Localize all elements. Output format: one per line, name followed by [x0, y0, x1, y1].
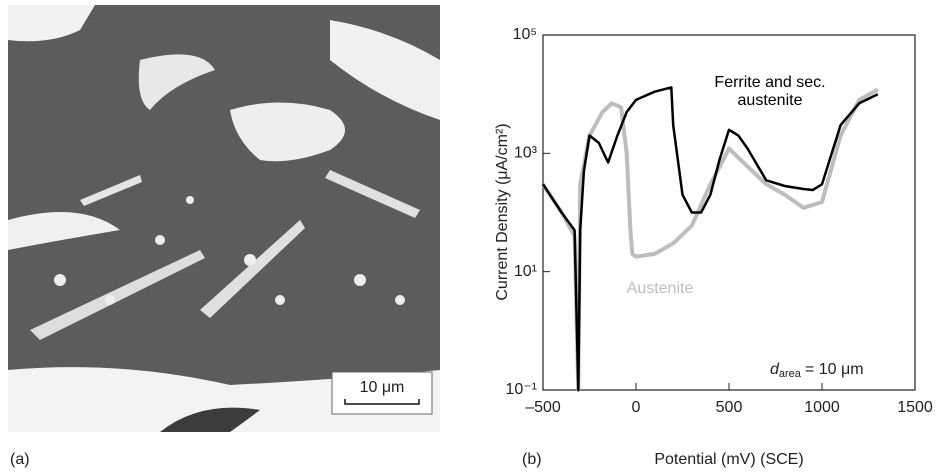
x-tick-label: 1000 — [804, 399, 840, 416]
series-label: Ferrite and sec. austenite — [714, 74, 826, 109]
y-axis-title: Current Density (μA/cm²) — [494, 123, 511, 300]
y-tick-label: 10⁻¹ — [505, 381, 537, 398]
y-tick-label: 10¹ — [514, 263, 537, 280]
annotation: darea = 10 μm — [770, 361, 864, 380]
annotation-symbol: d — [770, 361, 780, 378]
x-tick-label: 0 — [632, 399, 641, 416]
y-tick-label: 10⁵ — [513, 26, 537, 43]
y-tick-label: 10³ — [514, 145, 538, 162]
x-tick-label: –500 — [525, 399, 561, 416]
series-line — [541, 86, 879, 392]
series-line — [541, 87, 879, 392]
x-tick-label: 500 — [716, 399, 743, 416]
series-label: Austenite — [626, 280, 694, 297]
x-tick-label: 1500 — [897, 399, 933, 416]
scale-bar-label: 10 μm — [360, 379, 405, 396]
micrograph: 10 μm — [8, 5, 440, 432]
panel-label: (b) — [522, 451, 542, 468]
annotation-text: = 10 μm — [805, 361, 864, 378]
panel-label: (a) — [10, 451, 30, 468]
annotation-subscript: area — [779, 368, 802, 380]
x-axis-title: Potential (mV) (SCE) — [654, 451, 803, 468]
